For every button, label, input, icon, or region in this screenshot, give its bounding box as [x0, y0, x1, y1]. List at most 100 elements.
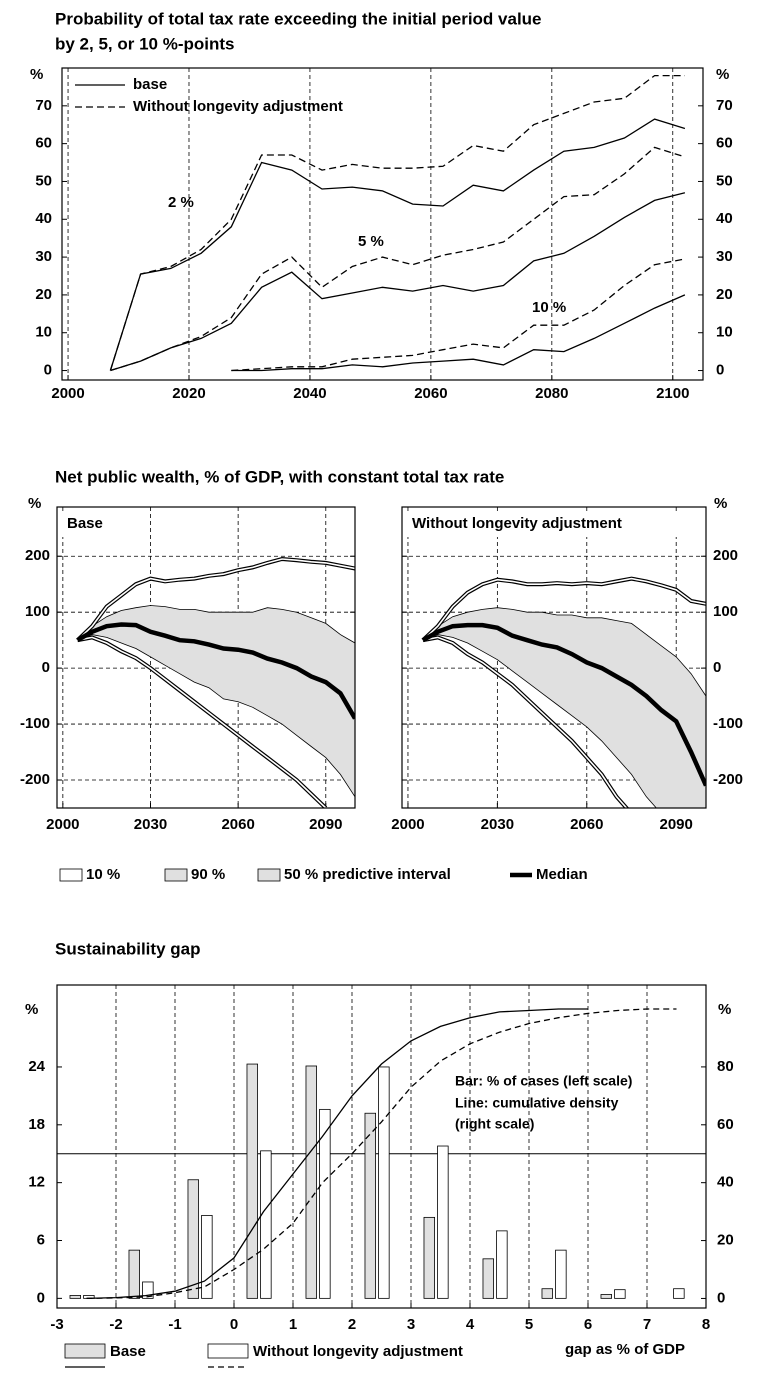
- percentile-line-inner: [76, 558, 355, 641]
- bar: [555, 1249, 567, 1299]
- median-line: [421, 622, 706, 787]
- bar: [187, 1179, 199, 1299]
- bar: [69, 1295, 82, 1299]
- y-tick-label: -100: [713, 715, 743, 732]
- interval-edge: [77, 605, 355, 644]
- x-tick-label: 3: [407, 1316, 415, 1333]
- x-tick-label: 2020: [172, 385, 205, 402]
- x-tick-label: 2060: [221, 816, 254, 833]
- chart-title: Sustainability gap: [55, 939, 200, 958]
- x-tick-label: 1: [289, 1316, 297, 1333]
- x-tick-label: 2090: [309, 816, 342, 833]
- y-tick-label: -200: [713, 771, 743, 788]
- y-unit: %: [716, 66, 729, 83]
- series-line: [110, 146, 686, 372]
- y-unit: %: [30, 66, 43, 83]
- y-tick-label: 100: [25, 603, 50, 620]
- y-unit: %: [714, 495, 727, 512]
- x-tick-label: 2060: [414, 385, 447, 402]
- x-tick-label: 2090: [660, 816, 693, 833]
- y-tick-label: 100: [713, 603, 738, 620]
- median-line: [76, 622, 355, 720]
- bar: [496, 1230, 508, 1299]
- bar: [600, 1294, 612, 1299]
- chart-title: Net public wealth, % of GDP, with consta…: [55, 467, 504, 486]
- bar: [305, 1065, 318, 1299]
- legend-swatch: [257, 868, 281, 882]
- y-tick-label: 200: [713, 547, 738, 564]
- y-tick-label: 10: [716, 324, 733, 341]
- bar: [319, 1108, 331, 1299]
- y2-tick-label: 20: [717, 1232, 734, 1249]
- x-tick-label: 2080: [535, 385, 568, 402]
- interval-edge: [422, 634, 657, 808]
- y-tick-label: 50: [716, 172, 733, 189]
- x-tick-label: 5: [525, 1316, 533, 1333]
- y-tick-label: 0: [716, 362, 724, 379]
- y2-tick-label: 40: [717, 1174, 734, 1191]
- legend-swatch: [164, 868, 188, 882]
- percentile-line-inner: [422, 636, 628, 808]
- annotation: Line: cumulative density: [455, 1095, 619, 1111]
- annotation: 2 %: [168, 194, 194, 211]
- plot-frame: [56, 506, 356, 809]
- bar: [364, 1112, 377, 1299]
- legend-label: 50 % predictive interval: [284, 866, 451, 883]
- y-tick-label: 60: [716, 135, 733, 152]
- x-axis-label: gap as % of GDP: [565, 1341, 685, 1358]
- y-unit: %: [25, 1001, 38, 1018]
- y-tick-label: 30: [716, 248, 733, 265]
- plot-frame: [401, 506, 707, 809]
- bar: [142, 1281, 154, 1299]
- legend-label: Median: [536, 866, 588, 883]
- x-tick-label: -2: [109, 1316, 122, 1333]
- x-tick-label: 2040: [293, 385, 326, 402]
- bar: [614, 1289, 626, 1299]
- legend-label: 10 %: [86, 866, 120, 883]
- bar: [423, 1216, 436, 1299]
- legend-label: base: [133, 76, 167, 93]
- panel-label: Base: [67, 515, 103, 532]
- y-tick-label: 20: [716, 286, 733, 303]
- annotation: 10 %: [532, 299, 566, 316]
- annotation: Bar: % of cases (left scale): [455, 1073, 632, 1089]
- percentile-line-inner: [422, 577, 706, 641]
- y-tick-label: 12: [28, 1174, 45, 1191]
- y-tick-label: -100: [20, 715, 50, 732]
- y-tick-label: 24: [28, 1058, 45, 1075]
- x-tick-label: 2000: [46, 816, 79, 833]
- x-tick-label: -3: [50, 1316, 63, 1333]
- interval-band: [77, 605, 355, 797]
- y-tick-label: 6: [37, 1231, 45, 1248]
- y2-tick-label: 80: [717, 1058, 734, 1075]
- annotation: 5 %: [358, 233, 384, 250]
- cumulative-line: [86, 1008, 588, 1300]
- x-tick-label: -1: [168, 1316, 181, 1333]
- y-tick-label: 40: [35, 210, 52, 227]
- y-tick-label: 50: [35, 172, 52, 189]
- series-line: [109, 118, 686, 371]
- y-unit: %: [28, 495, 41, 512]
- annotation: (right scale): [455, 1116, 534, 1132]
- percentile-line-inner: [77, 636, 327, 808]
- chart-title: Probability of total tax rate exceeding …: [55, 9, 542, 28]
- y-tick-label: 0: [37, 1289, 45, 1306]
- bar: [541, 1288, 553, 1299]
- y-tick-label: 10: [35, 324, 52, 341]
- y-tick-label: 200: [25, 547, 50, 564]
- x-tick-label: 2000: [391, 816, 424, 833]
- cumulative-line: [86, 1008, 677, 1300]
- bar: [260, 1150, 272, 1299]
- x-tick-label: 2: [348, 1316, 356, 1333]
- legend-label: Without longevity adjustment: [253, 1343, 463, 1360]
- interval-edge: [77, 634, 355, 798]
- y-tick-label: 30: [35, 248, 52, 265]
- legend-label: 90 %: [191, 866, 225, 883]
- y-tick-label: 70: [716, 97, 733, 114]
- bar: [378, 1066, 390, 1299]
- plot-frame: [61, 67, 704, 381]
- bar: [437, 1145, 449, 1299]
- y-tick-label: 0: [44, 362, 52, 379]
